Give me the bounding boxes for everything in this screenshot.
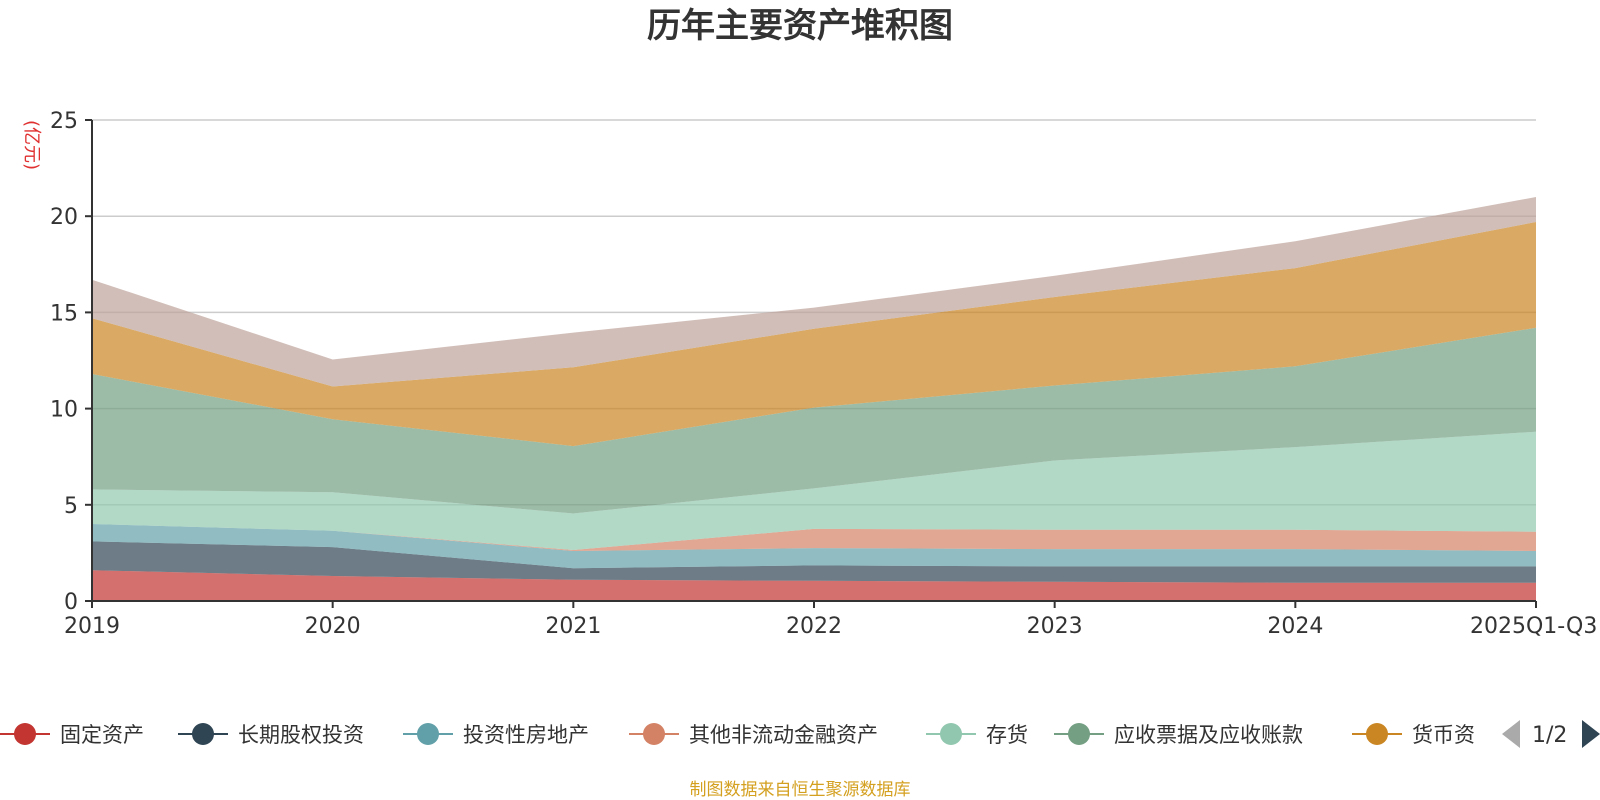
x-tick-label: 2019 (64, 614, 120, 639)
legend-label: 投资性房地产 (463, 723, 589, 747)
area-series-layer (92, 197, 1536, 601)
legend-item[interactable]: 其他非流动金融资产 (629, 723, 878, 747)
area-series-2 (92, 541, 1536, 583)
legend-marker (1068, 723, 1090, 745)
legend-label: 货币资 (1412, 723, 1475, 747)
legend-item[interactable]: 应收票据及应收账款 (1054, 723, 1303, 747)
legend-label: 固定资产 (60, 723, 144, 747)
legend-marker (417, 723, 439, 745)
legend-item[interactable]: 货币资 (1352, 723, 1475, 747)
y-tick-label: 5 (64, 494, 78, 519)
y-tick-label: 10 (50, 398, 78, 423)
legend-marker (940, 723, 962, 745)
x-tick-label: 2020 (305, 614, 361, 639)
y-tick-label: 20 (50, 205, 78, 230)
legend-item[interactable]: 长期股权投资 (178, 723, 364, 747)
legend-next-page-icon[interactable] (1582, 720, 1600, 748)
area-series-1 (92, 570, 1536, 601)
y-tick-label: 15 (50, 301, 78, 326)
legend-item[interactable]: 存货 (926, 723, 1028, 747)
legend-item[interactable]: 投资性房地产 (403, 723, 589, 747)
data-source-note: 制图数据来自恒生聚源数据库 (690, 780, 911, 800)
chart-title: 历年主要资产堆积图 (647, 6, 953, 46)
legend-prev-page-icon[interactable] (1502, 720, 1520, 748)
y-tick-label: 25 (50, 109, 78, 134)
x-tick-label: 2025Q1-Q3 (1470, 614, 1597, 639)
area-series-5 (92, 431, 1536, 550)
area-series-3 (92, 524, 1536, 569)
y-tick-label: 0 (64, 590, 78, 615)
x-tick-label: 2021 (545, 614, 601, 639)
area-series-7 (92, 222, 1536, 447)
legend-label: 应收票据及应收账款 (1114, 723, 1303, 747)
legend-marker (14, 723, 36, 745)
legend-page-indicator: 1/2 (1532, 723, 1567, 748)
y-axis-unit-label: (亿元) (21, 120, 42, 170)
legend-marker (1366, 723, 1388, 745)
axes: 0 5 10 15 20 25 2019 2020 2021 2022 2023 2024 2025Q1… (50, 109, 1597, 639)
area-series-4 (92, 524, 1536, 551)
legend-item[interactable]: 固定资产 (0, 723, 144, 747)
legend-marker (192, 723, 214, 745)
x-tick-label: 2023 (1027, 614, 1083, 639)
legend: 固定资产 长期股权投资 投资性房地产 其他非流动金融资产 存货 应收票据及应收账款 货币资 1… (0, 720, 1600, 748)
x-tick-label: 2024 (1267, 614, 1323, 639)
legend-label: 长期股权投资 (238, 723, 364, 747)
legend-label: 其他非流动金融资产 (689, 723, 878, 747)
legend-label: 存货 (986, 723, 1028, 747)
legend-marker (643, 723, 665, 745)
area-series-6 (92, 327, 1536, 514)
x-tick-label: 2022 (786, 614, 842, 639)
